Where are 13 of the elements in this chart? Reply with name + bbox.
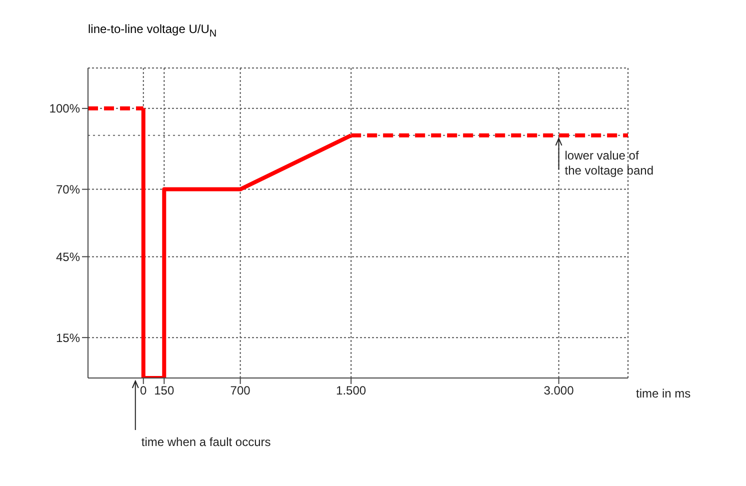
y-tick-label: 70% [56,182,80,197]
y-tick-label: 100% [49,102,80,116]
x-tick-label: 1.500 [336,384,366,398]
x-axis-title: time in ms [636,386,691,400]
y-tick-label: 15% [56,330,80,345]
x-tick-label: 150 [154,384,174,398]
x-tick-label: 700 [230,384,251,398]
y-axis-title: line-to-line voltage U/U$_{N}$ [88,22,218,40]
annotation: time when a fault occurs [141,435,271,449]
x-tick-label: 3.000 [544,384,574,398]
x-tick-label: 0 [140,384,148,398]
annotation: lower value of the voltage band [564,148,654,178]
y-tick-label: 45% [56,250,80,264]
